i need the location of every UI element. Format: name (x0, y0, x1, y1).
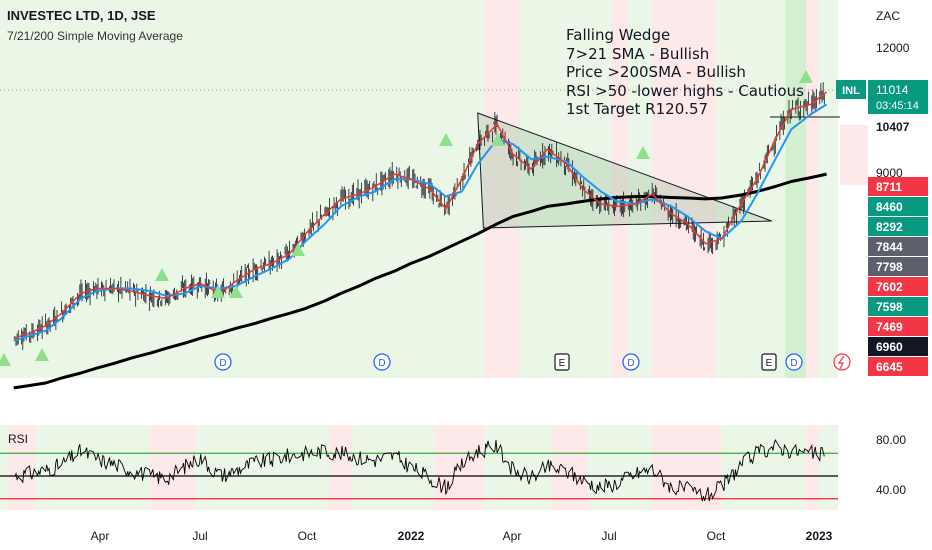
time-tick-label: Apr (503, 529, 522, 543)
last-price-label: 11014 (876, 83, 909, 97)
earnings-marker-icon (554, 353, 570, 371)
level-label: 7602 (876, 280, 903, 294)
sma-7-line (13, 91, 828, 339)
level-shading (840, 125, 868, 185)
rsi-bear-zone (150, 425, 195, 510)
signal-markers (0, 70, 813, 366)
rsi-bear-zone (329, 425, 353, 510)
level-label-box (868, 177, 928, 196)
level-label: 7844 (876, 240, 903, 254)
dividend-marker-icon (622, 353, 640, 371)
currency-label: ZAC (876, 9, 900, 23)
dividend-marker-icon (373, 353, 391, 371)
countdown-label: 03:45:14 (876, 100, 919, 112)
buy-signal-marker (35, 348, 49, 361)
buy-signal-marker (229, 285, 243, 298)
level-label: 6960 (876, 340, 903, 354)
buy-signal-marker (636, 146, 650, 159)
rsi-bear-zone (552, 425, 589, 510)
buy-signal-marker (155, 268, 169, 281)
analysis-note: RSI >50 -lower highs - Cautious (566, 81, 804, 100)
level-label: 10407 (876, 120, 910, 134)
buy-signal-marker (0, 353, 11, 366)
split-marker-icon (833, 353, 851, 371)
level-label-box (868, 297, 928, 316)
price-tick: 9000 (876, 166, 903, 180)
buy-signal-marker (439, 133, 453, 146)
bear-zone (806, 0, 819, 378)
price-guides (0, 89, 840, 118)
rsi-tick: 80.00 (876, 433, 906, 447)
lightning-icon (837, 355, 845, 370)
level-label: 6645 (876, 360, 903, 374)
indicator-legend[interactable]: 7/21/200 Simple Moving Average (7, 29, 183, 43)
time-axis[interactable]: Apr Jul Oct 2022 Apr Jul Oct 2023 (91, 529, 833, 543)
earnings-marker-text: E (766, 358, 773, 369)
rsi-bear-zone (806, 425, 819, 510)
analysis-notes: Falling Wedge 7>21 SMA - Bullish Price >20… (566, 26, 804, 119)
time-tick-label: 2022 (398, 529, 425, 543)
level-label-box (868, 237, 928, 256)
rsi-line (14, 438, 825, 502)
rsi-tick: 40.00 (876, 483, 906, 497)
analysis-note: Price >200SMA - Bullish (566, 63, 746, 81)
buy-signal-marker (799, 70, 813, 83)
rsi-bear-zone (652, 425, 722, 510)
buy-signal-marker (491, 133, 505, 146)
dividend-marker-text: D (627, 358, 634, 369)
symbol-tag (836, 80, 866, 99)
level-label-box (868, 357, 928, 376)
earnings-marker-icon (761, 353, 777, 371)
analysis-note: 1st Target R120.57 (566, 100, 709, 118)
dividend-marker-text: D (219, 358, 226, 369)
sma-200-line (13, 172, 827, 390)
last-price-box (868, 80, 928, 114)
level-label-box (868, 337, 928, 356)
level-label: 7798 (876, 260, 903, 274)
moving-averages (13, 91, 828, 390)
bear-zone (483, 0, 519, 378)
level-label-box (868, 197, 928, 216)
price-tick: 12000 (876, 41, 910, 55)
rsi-bear-zone (9, 425, 36, 510)
level-label: 8292 (876, 220, 903, 234)
rsi-panel: 80.00 40.00 (0, 433, 906, 502)
level-label-box (868, 317, 928, 336)
time-tick-label: Oct (298, 529, 317, 543)
level-label: 8711 (876, 180, 902, 194)
level-label-box (868, 277, 928, 296)
chart-title[interactable]: INVESTEC LTD, 1D, JSE (7, 8, 156, 23)
level-label: 8460 (876, 200, 903, 214)
earnings-marker-text: E (559, 358, 566, 369)
level-label: 7469 (876, 320, 903, 334)
buy-signal-marker (291, 243, 305, 256)
axis-gap (838, 0, 842, 378)
dividend-marker-icon (214, 353, 232, 371)
dividend-marker-icon (785, 353, 803, 371)
time-tick-label: Apr (91, 529, 110, 543)
time-tick-label: Jul (601, 529, 616, 543)
time-tick-label: Jul (192, 529, 207, 543)
level-label-box (868, 217, 928, 236)
sma-21-line (13, 103, 828, 342)
analysis-note: Falling Wedge (566, 26, 671, 44)
level-label: 7598 (876, 300, 903, 314)
dividend-marker-text: D (790, 358, 797, 369)
signal-zones (0, 0, 842, 510)
level-label-box (868, 257, 928, 276)
price-axis[interactable]: ZAC 12000 9000 INL 11014 03:45:14 10407 8711 846… (836, 9, 928, 376)
bull-zone-strong (785, 0, 807, 378)
time-tick-label: Oct (707, 529, 726, 543)
rsi-label[interactable]: RSI (8, 432, 29, 446)
time-tick-label: 2023 (806, 529, 833, 543)
analysis-note: 7>21 SMA - Bullish (566, 44, 710, 63)
buy-signal-marker (211, 285, 225, 298)
symbol-label: INL (842, 85, 860, 97)
level-label-box (868, 117, 928, 136)
bear-zone (611, 0, 629, 378)
dividend-marker-text: D (378, 358, 385, 369)
